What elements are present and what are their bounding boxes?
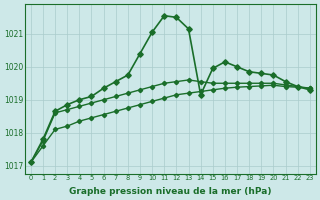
X-axis label: Graphe pression niveau de la mer (hPa): Graphe pression niveau de la mer (hPa) (69, 187, 272, 196)
